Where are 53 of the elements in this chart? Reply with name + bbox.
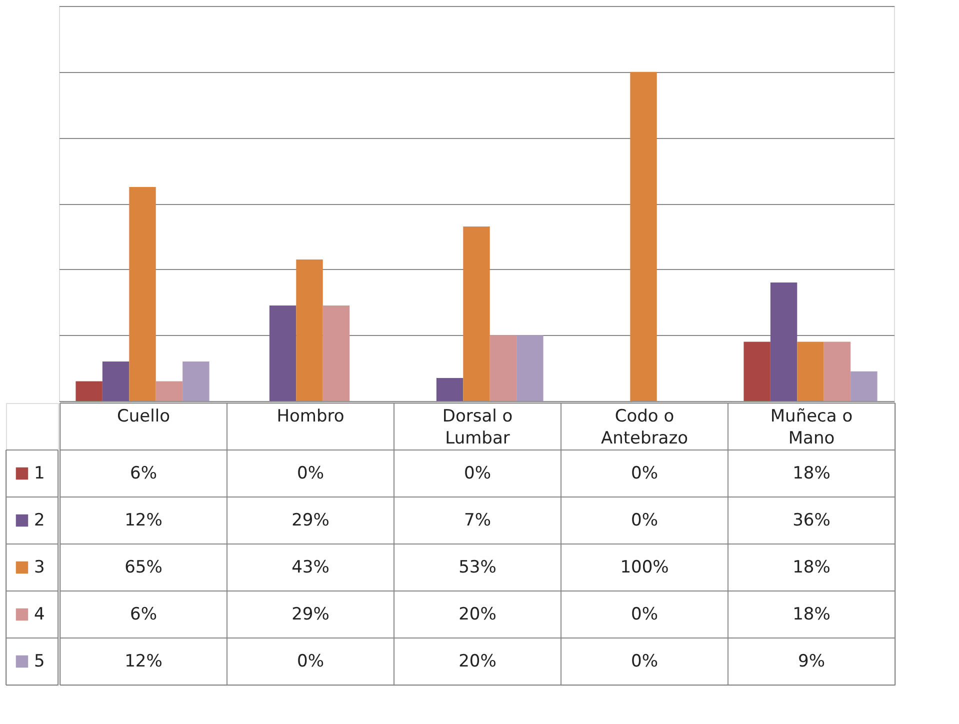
bar <box>182 362 210 401</box>
data-label: 12% <box>124 510 162 530</box>
x-tick-label: Cuello <box>117 406 170 426</box>
data-label: 12% <box>124 652 162 672</box>
data-label: 9% <box>798 652 825 672</box>
x-tick-label: Hombro <box>276 406 344 426</box>
legend-label: 3 <box>34 558 45 578</box>
bar <box>850 371 878 401</box>
bar <box>463 226 490 401</box>
data-label: 6% <box>130 464 157 484</box>
x-tick-label: Dorsal o Lumbar <box>442 406 513 448</box>
legend-label: 4 <box>34 604 45 624</box>
bar <box>76 381 102 401</box>
data-label: 53% <box>458 558 496 578</box>
data-label: 0% <box>297 652 324 672</box>
bar <box>770 282 798 401</box>
data-label: 0% <box>631 464 658 484</box>
legend-label: 2 <box>34 510 45 530</box>
bar <box>436 378 464 401</box>
data-label: 20% <box>458 652 496 672</box>
legend-label: 5 <box>34 652 45 672</box>
data-label: 18% <box>792 558 830 578</box>
bar <box>322 306 350 401</box>
data-label: 0% <box>631 510 658 530</box>
data-label: 7% <box>464 510 491 530</box>
x-tick-label: Codo o Antebrazo <box>600 406 688 448</box>
data-label: 29% <box>292 510 330 530</box>
bar <box>797 342 824 401</box>
bar <box>269 306 296 401</box>
data-label: 36% <box>792 510 830 530</box>
data-label: 18% <box>792 464 830 484</box>
bar <box>824 342 851 401</box>
bar <box>102 362 130 401</box>
bar <box>744 342 770 401</box>
bar <box>630 72 657 401</box>
data-label: 6% <box>130 604 157 624</box>
data-label: 29% <box>292 604 330 624</box>
legend-label: 1 <box>34 464 45 484</box>
x-tick-label: Muñeca o Mano <box>770 406 853 448</box>
data-label: 0% <box>464 464 491 484</box>
data-label: 43% <box>292 558 330 578</box>
bar <box>490 335 517 401</box>
data-label: 0% <box>297 464 324 484</box>
bar <box>516 335 544 401</box>
data-label: 65% <box>124 558 162 578</box>
data-label: 20% <box>458 604 496 624</box>
bar <box>129 187 156 401</box>
data-label: 0% <box>631 652 658 672</box>
data-label: 18% <box>792 604 830 624</box>
bar <box>296 259 323 401</box>
data-label: 0% <box>631 604 658 624</box>
bar <box>156 381 183 401</box>
data-label: 100% <box>620 558 669 578</box>
